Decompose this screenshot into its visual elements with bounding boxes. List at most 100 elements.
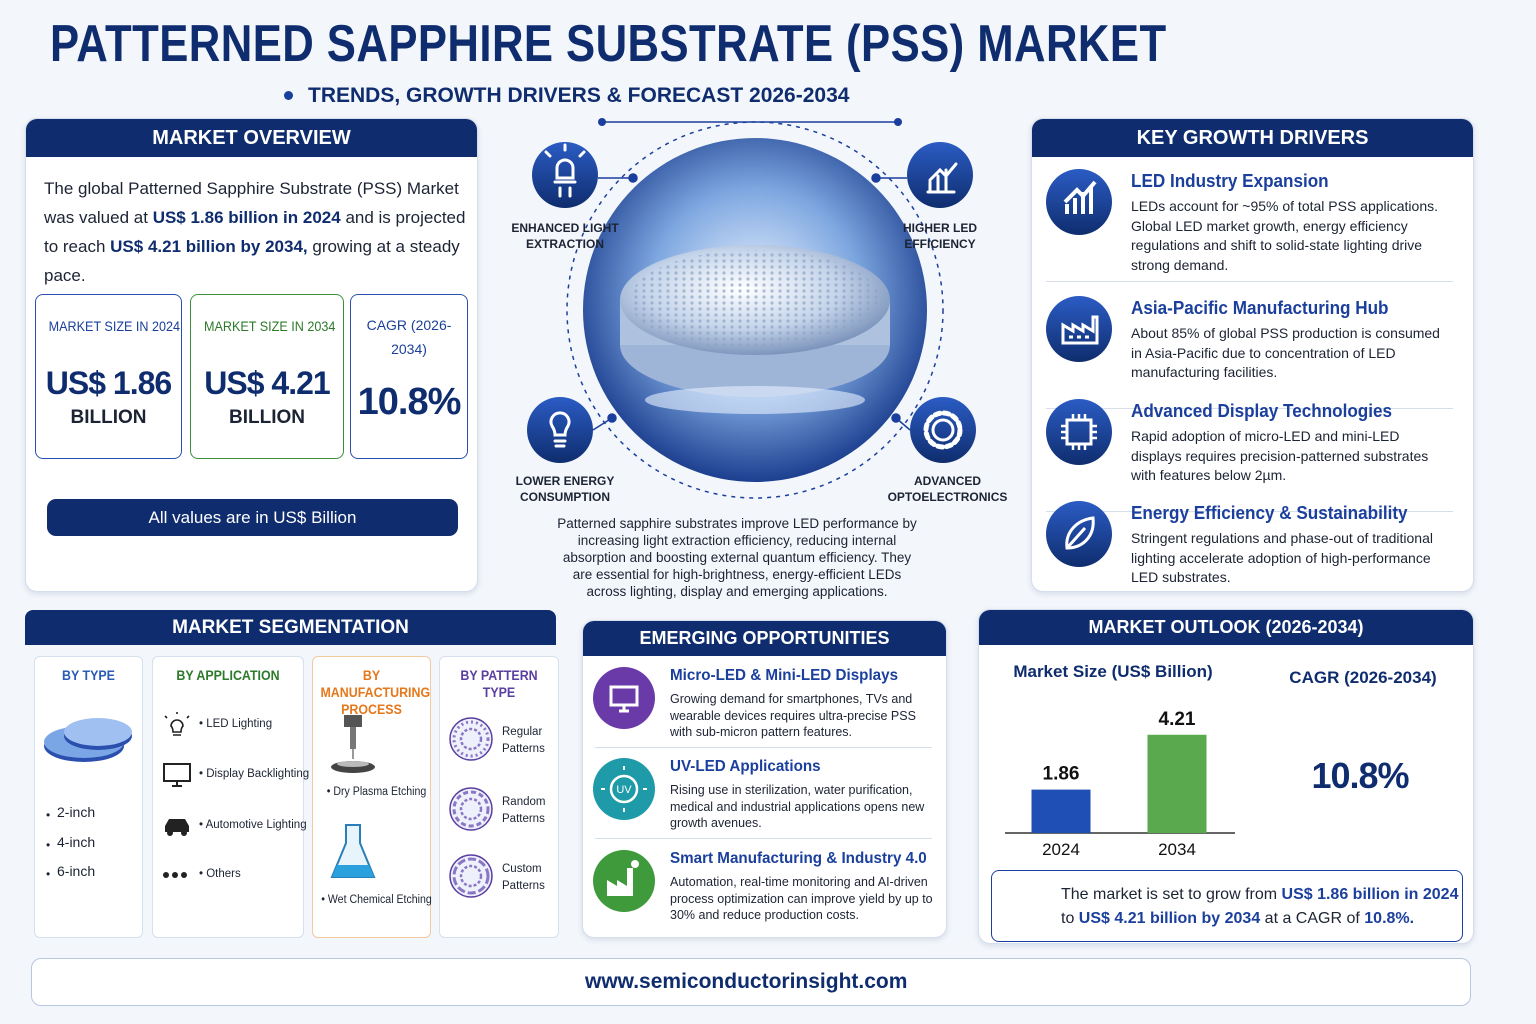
bullet: • bbox=[46, 867, 51, 881]
stat-card: CAGR (2026-2034) 10.8% bbox=[350, 294, 468, 459]
text: to bbox=[1061, 910, 1079, 927]
icon bbox=[449, 854, 493, 898]
divider bbox=[595, 747, 932, 748]
icon bbox=[449, 717, 493, 761]
opportunity-title: Micro-LED & Mini-LED Displays bbox=[670, 667, 899, 684]
note: All values are in US$ Billion bbox=[47, 499, 458, 536]
text: at a CAGR of bbox=[1260, 910, 1365, 927]
driver-icon bbox=[1046, 296, 1112, 362]
highlight: 10.8%. bbox=[1364, 910, 1415, 927]
outlook-panel: MARKET OUTLOOK (2026-2034) bbox=[978, 609, 1474, 944]
segment-title: BY TYPE bbox=[62, 668, 115, 683]
icon bbox=[593, 667, 655, 729]
highlight: US$ 1.86 billion in 2024 bbox=[152, 208, 341, 227]
segment-item: • Others bbox=[199, 868, 241, 880]
icon bbox=[163, 872, 187, 878]
bullet: • bbox=[46, 838, 51, 852]
pattern-icon bbox=[448, 716, 494, 762]
driver-title: Advanced Display Technologies bbox=[1131, 401, 1393, 421]
stat-value: US$ 4.21 bbox=[204, 365, 330, 401]
divider bbox=[595, 838, 932, 839]
drivers-heading: KEY GROWTH DRIVERS bbox=[1032, 119, 1473, 157]
segment-item: Random Patterns bbox=[502, 796, 546, 825]
highlight: US$ 4.21 billion by 2034 bbox=[1078, 910, 1261, 927]
opportunity-icon bbox=[593, 667, 655, 729]
opportunity-text: Rising use in sterilization, water purif… bbox=[670, 783, 925, 830]
stat-unit: BILLION bbox=[229, 407, 305, 428]
bullet: • bbox=[46, 808, 51, 822]
app-icon bbox=[162, 761, 192, 789]
stat-label: CAGR (2026-2034) bbox=[366, 317, 452, 357]
segment-item: • LED Lighting bbox=[199, 718, 273, 730]
icon bbox=[44, 718, 132, 762]
segment-item: 4-inch bbox=[57, 834, 96, 850]
icon bbox=[449, 787, 493, 831]
driver-title: Energy Efficiency & Sustainability bbox=[1131, 503, 1408, 523]
summary-text: The market is set to grow from US$ 1.86 … bbox=[1061, 883, 1461, 931]
opportunity-icon: UV bbox=[593, 758, 655, 820]
text: The global Patterned Sapphire Substrate … bbox=[44, 179, 459, 227]
opportunity-icon bbox=[593, 850, 655, 912]
driver-text: Rapid adoption of micro-LED and mini-LED… bbox=[1131, 428, 1429, 483]
icon: UV bbox=[593, 758, 655, 820]
segment-item: 2-inch bbox=[57, 804, 96, 820]
driver-text: LEDs account for ~95% of total PSS appli… bbox=[1131, 198, 1439, 273]
segment-item: • Automotive Lighting bbox=[199, 819, 307, 831]
driver-icon bbox=[1046, 169, 1112, 235]
stat-unit: BILLION bbox=[70, 407, 147, 428]
icon bbox=[1046, 501, 1112, 567]
highlight: US$ 4.21 billion by 2034, bbox=[110, 237, 308, 256]
icon bbox=[1046, 399, 1112, 465]
opportunity-text: Growing demand for smartphones, TVs and … bbox=[670, 692, 916, 739]
process-icon bbox=[328, 713, 378, 777]
app-icon bbox=[162, 711, 192, 739]
segmentation-heading: MARKET SEGMENTATION bbox=[25, 610, 556, 645]
opportunity-text: Automation, real-time monitoring and AI-… bbox=[670, 875, 933, 922]
icon bbox=[1046, 296, 1112, 362]
stat-value: US$ 1.86 bbox=[45, 365, 172, 401]
outlook-heading: MARKET OUTLOOK (2026-2034) bbox=[979, 610, 1473, 645]
segment-title: BY APPLICATION bbox=[176, 668, 280, 683]
pattern-icon bbox=[448, 786, 494, 832]
cagr-title: CAGR (2026-2034) bbox=[1289, 668, 1437, 687]
feature-label: HIGHER LED EFFICIENCY bbox=[902, 221, 977, 251]
app-icon bbox=[162, 812, 192, 840]
bullet bbox=[284, 91, 293, 100]
segment-title: BY PATTERN TYPE bbox=[460, 668, 538, 700]
stat-card: MARKET SIZE IN 2034 US$ 4.21 BILLION bbox=[190, 294, 344, 459]
driver-text: Stringent regulations and phase-out of t… bbox=[1131, 530, 1433, 585]
stat-value: 10.8% bbox=[357, 381, 462, 423]
segment-item: • Display Backlighting bbox=[199, 768, 310, 780]
driver-text: About 85% of global PSS production is co… bbox=[1131, 325, 1440, 380]
app-icon bbox=[162, 861, 192, 889]
opportunity-title: Smart Manufacturing & Industry 4.0 bbox=[670, 850, 927, 867]
overview-heading: MARKET OVERVIEW bbox=[26, 119, 477, 157]
opportunity-title: UV-LED Applications bbox=[670, 758, 821, 775]
icon bbox=[1046, 169, 1112, 235]
center-description: Patterned sapphire substrates improve LE… bbox=[557, 516, 917, 599]
driver-title: LED Industry Expansion bbox=[1131, 171, 1329, 191]
process-icon bbox=[328, 821, 378, 885]
divider bbox=[1046, 281, 1453, 282]
segment-item: 6-inch bbox=[57, 863, 96, 879]
divider bbox=[1046, 511, 1453, 512]
svg-text:UV: UV bbox=[616, 784, 632, 796]
icon bbox=[163, 763, 191, 787]
segment-box bbox=[312, 656, 431, 938]
opportunities-heading: EMERGING OPPORTUNITIES bbox=[583, 621, 946, 656]
overview-text: The global Patterned Sapphire Substrate … bbox=[44, 174, 474, 290]
feature-label: ENHANCED LIGHT EXTRACTION bbox=[511, 221, 619, 251]
stat-label: MARKET SIZE IN 2024 bbox=[48, 318, 181, 334]
footer-url[interactable]: www.semiconductorinsight.com bbox=[585, 970, 908, 993]
feature-label: LOWER ENERGY CONSUMPTION bbox=[515, 474, 615, 504]
segment-item: • Dry Plasma Etching bbox=[326, 786, 427, 798]
segment-title: BY MANUFACTURING PROCESS bbox=[320, 668, 431, 717]
text: The market is set to grow from bbox=[1061, 886, 1282, 903]
segment-box bbox=[152, 656, 304, 938]
subtitle: TRENDS, GROWTH DRIVERS & FORECAST 2026-2… bbox=[308, 84, 850, 107]
icon bbox=[164, 712, 190, 736]
segment-item: Custom Patterns bbox=[502, 863, 545, 892]
cagr-value: 10.8% bbox=[1311, 755, 1409, 796]
